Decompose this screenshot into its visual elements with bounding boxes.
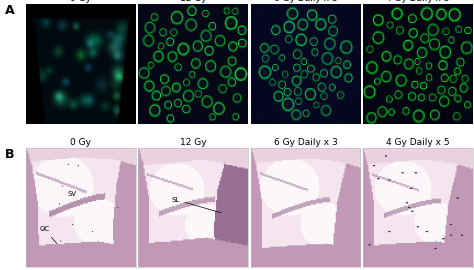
Text: 12 Gy: 12 Gy <box>180 138 207 147</box>
Text: B: B <box>5 148 14 161</box>
Text: 6 Gy Daily x 3: 6 Gy Daily x 3 <box>273 138 337 147</box>
Text: 0 Gy: 0 Gy <box>70 138 91 147</box>
Text: 0 Gy: 0 Gy <box>70 0 91 3</box>
Text: 12 Gy: 12 Gy <box>180 0 207 3</box>
Text: 4 Gy Daily x 5: 4 Gy Daily x 5 <box>386 138 450 147</box>
Text: 6 Gy Daily x 3: 6 Gy Daily x 3 <box>273 0 337 3</box>
Text: SV: SV <box>62 186 77 197</box>
Text: A: A <box>5 4 14 17</box>
Text: 4 Gy Daily x 5: 4 Gy Daily x 5 <box>386 0 450 3</box>
Text: SL: SL <box>171 197 221 213</box>
Text: OC: OC <box>39 227 57 244</box>
